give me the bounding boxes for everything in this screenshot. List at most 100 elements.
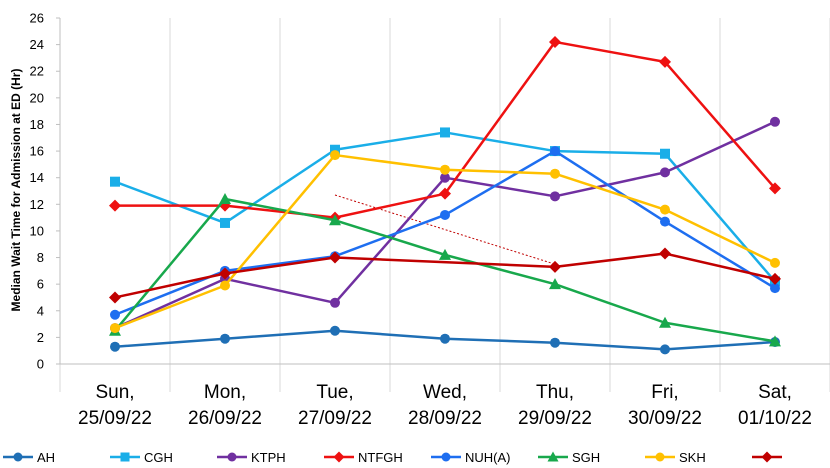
legend-label: NTFGH	[358, 450, 403, 465]
data-point	[769, 335, 781, 347]
data-point	[13, 452, 23, 462]
x-tick-label: Mon,	[204, 382, 246, 403]
data-point	[110, 341, 120, 352]
data-point	[120, 452, 130, 462]
data-point	[219, 192, 231, 204]
data-point	[660, 167, 670, 178]
data-point	[220, 280, 230, 291]
x-tick-label: 26/09/22	[188, 408, 262, 429]
data-point	[109, 291, 121, 304]
series-line	[114, 252, 776, 299]
y-tick-label: 22	[30, 64, 44, 79]
data-point	[655, 452, 665, 462]
data-point	[220, 217, 230, 228]
trendline	[334, 194, 556, 265]
x-tick-label: Thu,	[536, 382, 574, 403]
data-point	[329, 251, 341, 264]
data-point	[440, 127, 450, 138]
y-tick-label: 16	[30, 144, 44, 159]
y-tick-label: 24	[30, 37, 44, 52]
data-point	[440, 209, 450, 220]
data-point	[439, 187, 451, 200]
x-tick-label: Tue,	[316, 382, 353, 403]
data-point	[440, 333, 450, 344]
legend-item: SKH	[645, 450, 706, 465]
data-point	[549, 260, 561, 273]
series-skh	[110, 150, 780, 334]
data-point	[770, 116, 780, 127]
legend-label: SKH	[679, 450, 706, 465]
y-tick-label: 26	[30, 11, 44, 26]
data-point	[659, 247, 671, 260]
legend-item: AH	[3, 450, 55, 465]
y-tick-label: 14	[30, 170, 44, 185]
data-point	[547, 451, 559, 462]
x-tick-label: 27/09/22	[298, 408, 372, 429]
data-point	[227, 452, 237, 462]
legend-item: NTFGH	[324, 450, 403, 465]
grid-lines	[59, 18, 830, 392]
data-point	[770, 257, 780, 268]
data-point	[770, 283, 780, 294]
data-point	[550, 337, 560, 348]
legend-label: AH	[37, 450, 55, 465]
data-point	[329, 214, 341, 226]
x-tick-labels: Sun, 25/09/22 Mon, 26/09/22 Tue, 27/09/22 Wed,…	[78, 382, 812, 429]
trendline-line	[334, 194, 556, 265]
y-tick-label: 10	[30, 223, 44, 238]
x-tick-label: Wed,	[423, 382, 467, 403]
data-point	[110, 176, 120, 187]
y-tick-label: 12	[30, 197, 44, 212]
legend-label: CGH	[144, 450, 173, 465]
data-point	[660, 216, 670, 227]
data-point	[550, 146, 560, 157]
data-point	[549, 35, 561, 48]
legend-label: KTPH	[251, 450, 286, 465]
data-point	[220, 333, 230, 344]
series-sgh	[109, 192, 781, 347]
data-point	[330, 325, 340, 336]
data-point	[769, 272, 781, 285]
series-line	[114, 120, 776, 330]
legend-item	[752, 451, 782, 463]
data-point	[330, 144, 340, 155]
x-tick-label: 30/09/22	[628, 408, 702, 429]
data-point	[330, 297, 340, 308]
data-point	[769, 182, 781, 195]
series-ah	[110, 325, 780, 355]
series-unnamed	[109, 247, 781, 304]
y-tick-label: 4	[37, 303, 44, 318]
data-point	[110, 323, 120, 334]
x-tick-label: 01/10/22	[738, 408, 812, 429]
series-line	[114, 197, 776, 343]
series-ktph	[110, 116, 780, 334]
x-tick-label: 28/09/22	[408, 408, 482, 429]
x-tick-label: Sun,	[95, 382, 134, 403]
data-point	[109, 199, 121, 212]
axes	[56, 17, 830, 365]
data-point	[550, 168, 560, 179]
x-tick-label: Sat,	[758, 382, 792, 403]
data-point	[333, 451, 345, 463]
data-point	[761, 451, 773, 463]
y-tick-label: 0	[37, 357, 44, 372]
data-point	[440, 164, 450, 175]
legend-item: KTPH	[217, 450, 286, 465]
legend-label: NUH(A)	[465, 450, 511, 465]
x-tick-label: Fri,	[651, 382, 678, 403]
x-tick-label: 25/09/22	[78, 408, 152, 429]
y-tick-label: 8	[37, 250, 44, 265]
y-tick-label: 18	[30, 117, 44, 132]
data-point	[441, 452, 451, 462]
data-point	[660, 204, 670, 215]
y-tick-label: 2	[37, 330, 44, 345]
data-point	[330, 150, 340, 161]
data-point	[110, 309, 120, 320]
data-point	[439, 248, 451, 260]
data-point	[549, 278, 561, 290]
legend-item: SGH	[538, 450, 600, 465]
data-point	[440, 172, 450, 183]
data-point	[219, 267, 231, 280]
